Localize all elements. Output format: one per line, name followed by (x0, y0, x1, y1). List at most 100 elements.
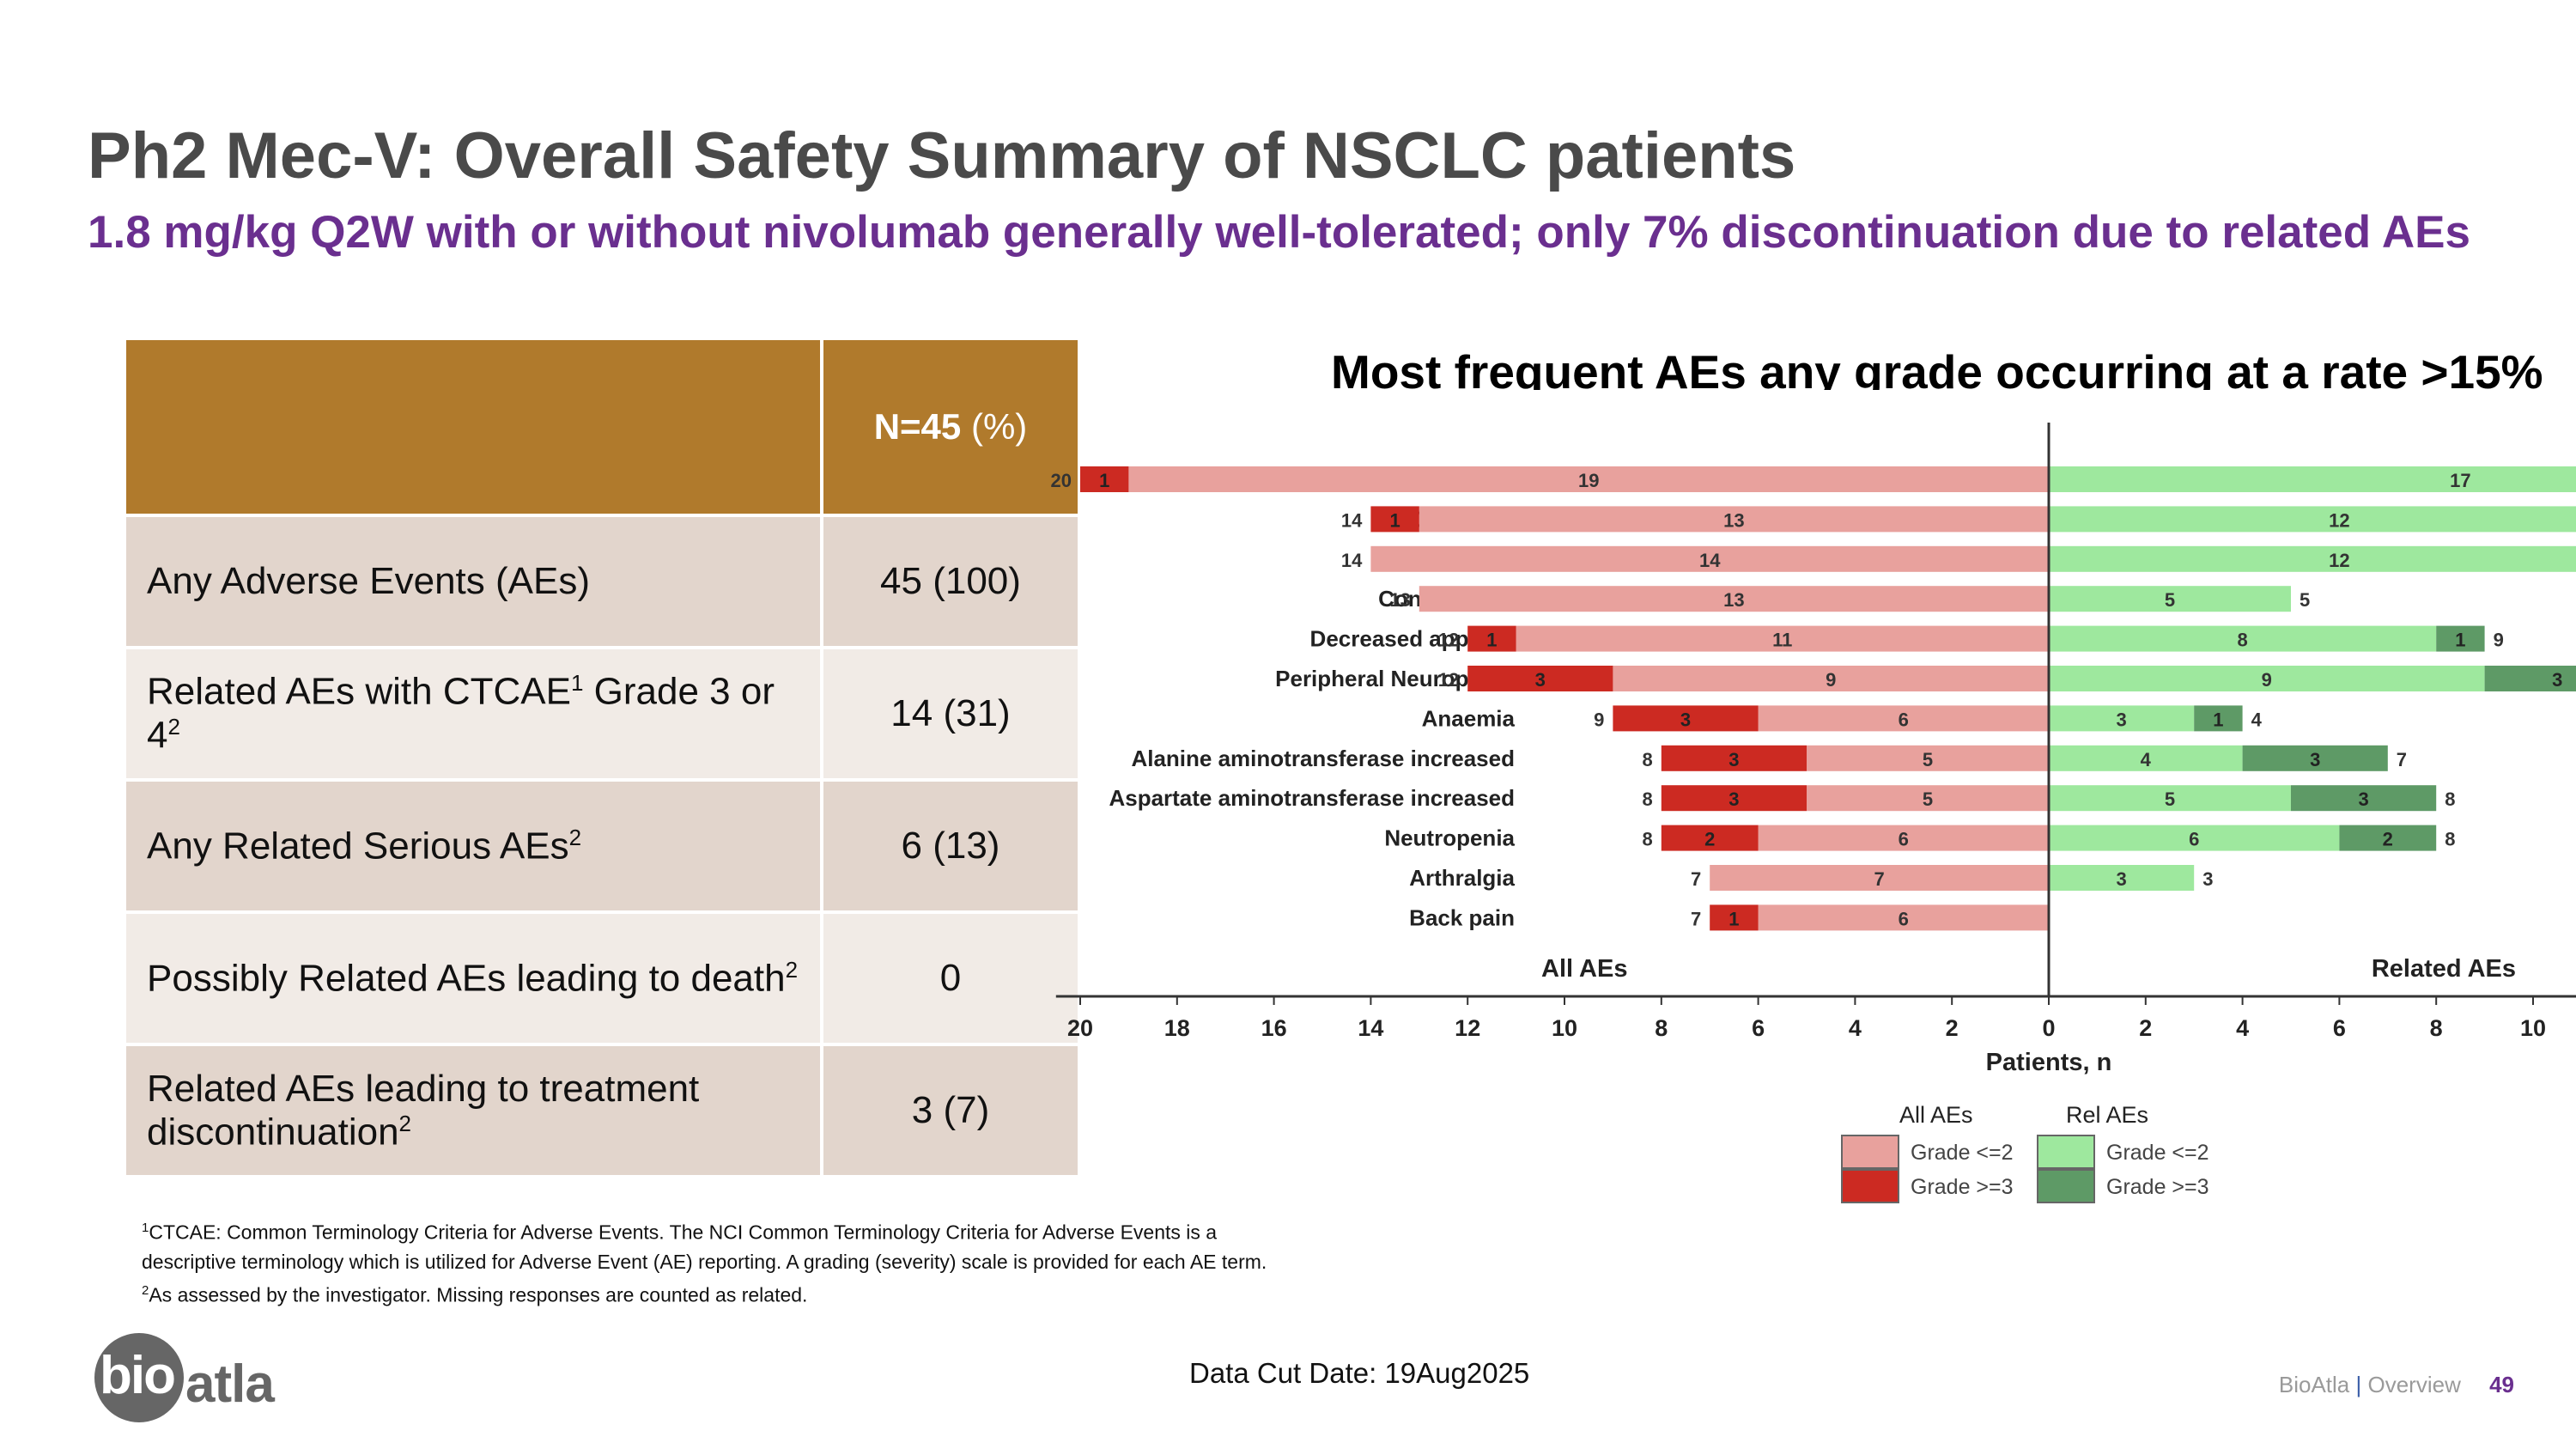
header-pct-label: (%) (970, 406, 1028, 447)
logo-circle (94, 1333, 184, 1422)
bar-all-ae-grade-low (1807, 745, 2049, 771)
data-label: 9 (2262, 669, 2272, 691)
x-tick-label: 10 (2520, 1015, 2546, 1041)
data-label: 2 (1704, 829, 1715, 850)
x-tick-label: 8 (2430, 1015, 2443, 1041)
bar-all-ae-grade-low (1419, 506, 2049, 533)
bar-all-ae-grade-low (1758, 904, 2049, 931)
x-axis-title: Patients, n (1986, 1049, 2112, 1076)
bar-all-ae-grade-high (1710, 904, 1759, 931)
bar-rel-ae-grade-low (2049, 545, 2576, 572)
table-header-row: N=45 (%) (123, 337, 1081, 517)
data-label: 8 (2237, 630, 2247, 651)
data-label: 7 (1874, 868, 1884, 890)
total-label: 13 (1389, 589, 1410, 611)
total-label: 8 (2445, 788, 2455, 810)
total-label: 20 (1051, 470, 1072, 491)
bar-all-ae-grade-high (1661, 825, 1759, 851)
table-header-n: N=45 (%) (820, 337, 1081, 517)
table-row: Related AEs with CTCAE1 Grade 3 or 42 14… (123, 646, 1081, 782)
x-tick-label: 0 (2042, 1015, 2055, 1041)
data-label: 1 (2213, 709, 2223, 730)
data-label: 5 (1923, 749, 1933, 770)
row-label: Any Related Serious AEs2 (123, 778, 823, 914)
bar-rel-ae-grade-high (2242, 745, 2388, 771)
x-tick-label: 10 (1552, 1015, 1577, 1041)
x-tick-label: 6 (2333, 1015, 2346, 1041)
row-value: 3 (7) (820, 1043, 1081, 1178)
data-label: 3 (1680, 709, 1691, 730)
logo-text-atla: atla (185, 1355, 275, 1414)
x-tick-label: 4 (2236, 1015, 2249, 1041)
row-label: Any Adverse Events (AEs) (123, 514, 823, 649)
data-label: 5 (2165, 589, 2175, 611)
data-label: 9 (1826, 669, 1836, 691)
total-label: 3 (2202, 868, 2213, 890)
category-label: Alanine aminotransferase increased (1131, 746, 1515, 771)
row-value: 0 (820, 910, 1081, 1046)
footer-brand-name: BioAtla (2278, 1372, 2350, 1397)
x-tick-label: 12 (1455, 1015, 1480, 1041)
data-cut-date: Data Cut Date: 19Aug2025 (1189, 1357, 1530, 1389)
bar-rel-ae-grade-low (2049, 466, 2576, 492)
bar-all-ae-grade-high (1467, 666, 1613, 691)
total-label: 8 (1643, 749, 1653, 770)
x-tick-label: 16 (1261, 1015, 1287, 1041)
row-value: 14 (31) (820, 646, 1081, 782)
bar-rel-ae-grade-low (2049, 705, 2195, 732)
total-label: 12 (1438, 630, 1459, 651)
bar-rel-ae-grade-low (2049, 865, 2195, 891)
legend-label: Grade >=3 (1911, 1175, 2014, 1199)
table-row: Any Adverse Events (AEs) 45 (100) (123, 514, 1081, 649)
total-label: 7 (1691, 868, 1701, 890)
safety-summary-table: N=45 (%) Any Adverse Events (AEs) 45 (10… (123, 337, 1081, 1178)
bar-all-ae-grade-high (1467, 625, 1516, 652)
bar-all-ae-grade-low (1128, 466, 2049, 492)
legend-label: Grade <=2 (2106, 1141, 2209, 1165)
total-label: 14 (1341, 550, 1363, 571)
data-label: 5 (2165, 788, 2175, 810)
row-label: Related AEs with CTCAE1 Grade 3 or 42 (123, 646, 823, 782)
total-label: 8 (2445, 829, 2455, 850)
x-tick-label: 4 (1849, 1015, 1862, 1041)
page-subtitle: 1.8 mg/kg Q2W with or without nivolumab … (88, 207, 2470, 258)
table-row: Possibly Related AEs leading to death2 0 (123, 910, 1081, 1046)
data-label: 6 (1899, 709, 1909, 730)
total-label: 4 (2251, 709, 2263, 730)
footnote-2: 2As assessed by the investigator. Missin… (142, 1282, 808, 1306)
total-label: 14 (1341, 509, 1363, 531)
x-tick-label: 2 (2139, 1015, 2152, 1041)
bar-all-ae-grade-low (1419, 586, 2049, 612)
bar-rel-ae-grade-high (2291, 785, 2437, 812)
table-row: Any Related Serious AEs2 6 (13) (123, 778, 1081, 914)
data-label: 6 (1899, 829, 1909, 850)
data-label: 2 (2383, 829, 2393, 850)
x-tick-label: 18 (1164, 1015, 1190, 1041)
right-side-label: Related AEs (2372, 955, 2516, 983)
x-tick-label: 20 (1067, 1015, 1093, 1041)
bar-all-ae-grade-high (1661, 785, 1807, 812)
bar-rel-ae-grade-high (2339, 825, 2437, 851)
bar-rel-ae-grade-low (2049, 785, 2291, 812)
table-row: Related AEs leading to treatment discont… (123, 1043, 1081, 1178)
data-label: 3 (1535, 669, 1546, 691)
data-label: 12 (2329, 550, 2349, 571)
footnotes: 1CTCAE: Common Terminology Criteria for … (142, 1214, 1267, 1309)
category-label: Aspartate aminotransferase increased (1109, 785, 1515, 811)
footer-brand: BioAtla | Overview 49 (2279, 1372, 2514, 1398)
table-header-empty (123, 337, 823, 517)
legend-group-rel: Rel AEs (2066, 1102, 2148, 1128)
bar-all-ae-grade-high (1613, 705, 1759, 732)
data-label: 6 (2189, 829, 2199, 850)
bar-rel-ae-grade-low (2049, 586, 2291, 612)
x-tick-label: 2 (1946, 1015, 1959, 1041)
data-label: 3 (2552, 669, 2562, 691)
row-label: Possibly Related AEs leading to death2 (123, 910, 823, 1046)
total-label: 7 (2397, 749, 2407, 770)
bar-all-ae-grade-low (1613, 666, 2049, 691)
data-label: 1 (1099, 470, 1109, 491)
footnote-1: 1CTCAE: Common Terminology Criteria for … (142, 1221, 1218, 1244)
bar-all-ae-grade-low (1516, 625, 2049, 652)
legend-swatch-all-high (1841, 1169, 1899, 1203)
x-tick-label: 6 (1752, 1015, 1765, 1041)
